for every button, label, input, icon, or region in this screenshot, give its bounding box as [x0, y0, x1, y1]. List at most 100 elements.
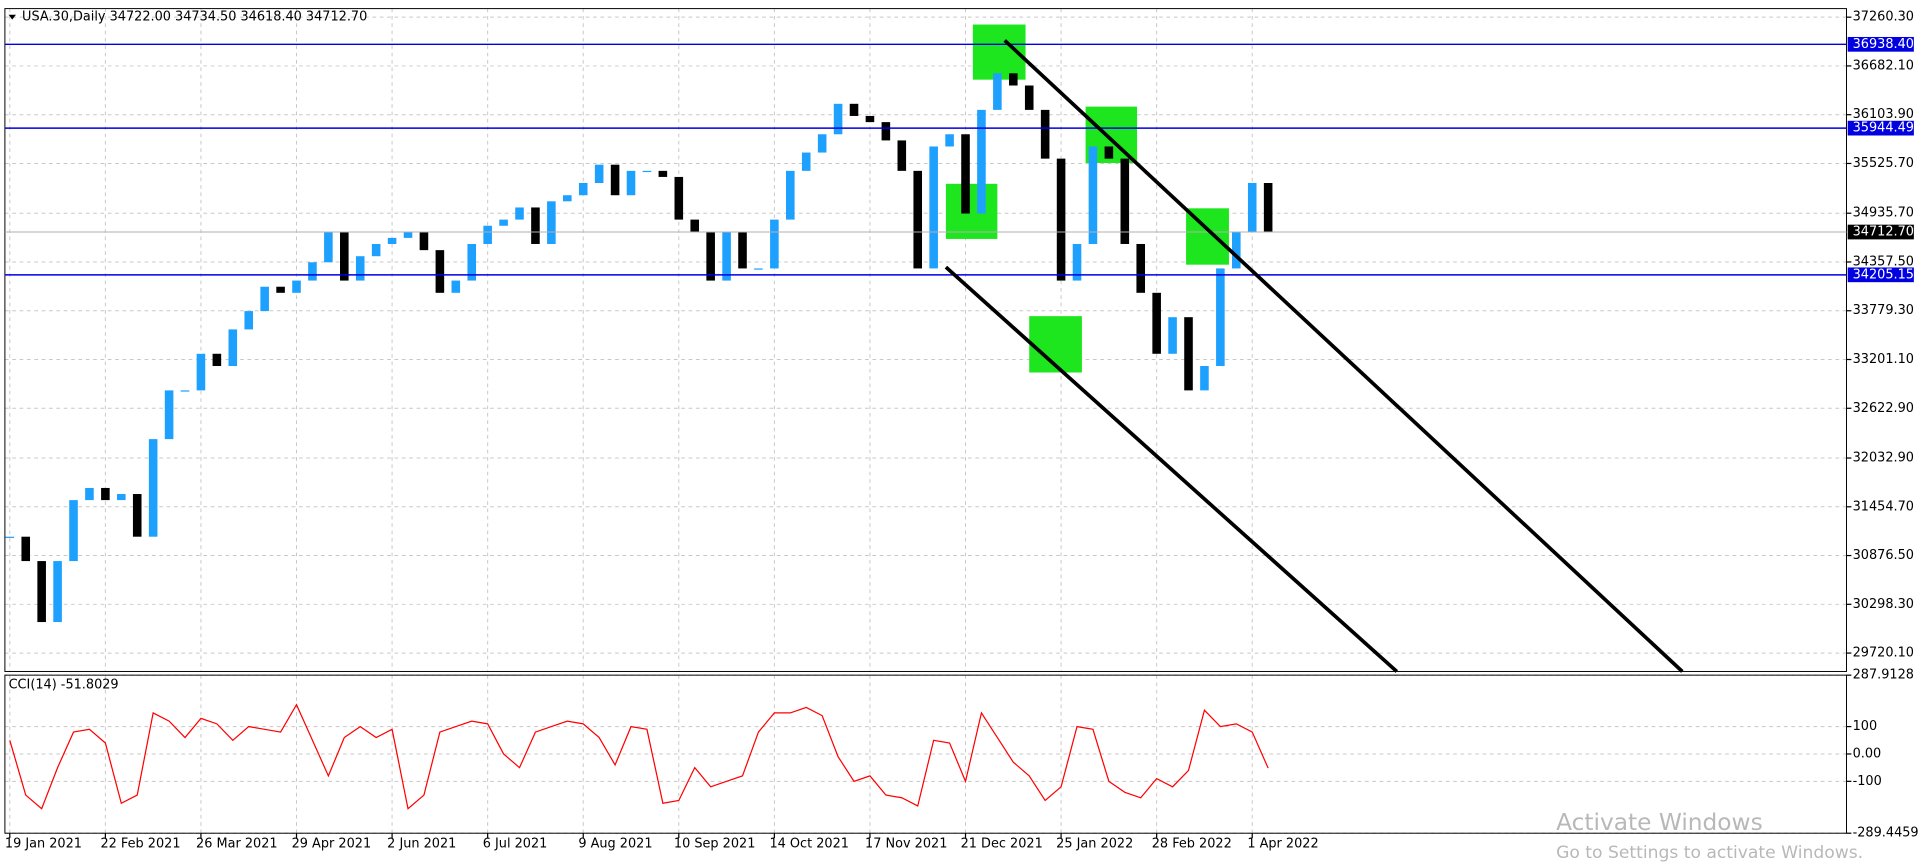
- candle: [1136, 243, 1146, 293]
- candle: [260, 286, 269, 312]
- candle: [244, 311, 254, 330]
- cci-line: [9, 703, 1269, 810]
- candle: [308, 262, 317, 281]
- y-tick-label: 100: [1853, 719, 1878, 734]
- candle: [196, 353, 206, 391]
- candle: [355, 256, 365, 281]
- candle: [626, 170, 636, 196]
- level-label: 34205.15: [1853, 267, 1914, 282]
- y-tick-label: 287.9128: [1853, 668, 1914, 683]
- x-tick-label: 25 Jan 2022: [1056, 837, 1133, 852]
- candle: [324, 231, 333, 263]
- candle: [722, 231, 731, 281]
- candle: [770, 219, 779, 269]
- candle: [212, 353, 222, 367]
- y-tick-label: 0.00: [1853, 746, 1882, 761]
- x-tick-label: 2 Jun 2021: [387, 837, 456, 852]
- candle: [563, 195, 572, 202]
- candle: [1009, 73, 1018, 86]
- y-tick-label: 33779.30: [1853, 303, 1914, 318]
- candle: [69, 500, 78, 562]
- candle: [1120, 158, 1130, 244]
- candle: [738, 231, 747, 269]
- candle: [945, 134, 954, 147]
- candle: [419, 231, 429, 251]
- indicator-title: CCI(14) -51.8029: [9, 677, 119, 692]
- x-tick-label: 22 Feb 2021: [100, 837, 180, 852]
- watermark-title: Activate Windows: [1556, 809, 1763, 836]
- candle: [5, 536, 15, 538]
- y-tick-label: 32032.90: [1853, 451, 1914, 466]
- y-tick-label: 32622.90: [1853, 401, 1914, 416]
- candle: [1168, 317, 1177, 354]
- candle: [690, 219, 700, 232]
- y-tick-label: 34935.70: [1853, 206, 1914, 221]
- x-tick-label: 1 Apr 2022: [1247, 837, 1318, 852]
- candle: [594, 164, 604, 184]
- y-tick-label: 33201.10: [1853, 352, 1914, 367]
- candle: [467, 243, 477, 281]
- candle: [706, 231, 715, 281]
- candle: [993, 73, 1002, 110]
- candle: [1232, 231, 1241, 269]
- candle: [1072, 243, 1082, 281]
- candle: [37, 561, 46, 623]
- candle: [53, 561, 62, 623]
- y-tick-label: 31454.70: [1853, 499, 1914, 514]
- candle: [833, 103, 843, 135]
- x-tick-label: 19 Jan 2021: [5, 837, 82, 852]
- candle: [578, 183, 588, 196]
- y-tick-label: 36682.10: [1853, 58, 1914, 73]
- x-tick-label: 21 Dec 2021: [961, 837, 1043, 852]
- menu-arrow[interactable]: [8, 14, 16, 20]
- candle: [674, 176, 684, 220]
- candle: [117, 494, 126, 501]
- x-tick-label: 26 Mar 2021: [196, 837, 278, 852]
- candle: [754, 268, 763, 270]
- y-tick-label: -289.4459: [1853, 826, 1919, 841]
- candle: [881, 122, 891, 141]
- y-tick-label: 30298.30: [1853, 597, 1914, 612]
- candle: [610, 164, 620, 196]
- level-tag: [1847, 36, 1914, 52]
- x-tick-label: 14 Oct 2021: [769, 837, 849, 852]
- level-label: 36938.40: [1853, 37, 1914, 52]
- candle: [148, 439, 158, 537]
- candle: [1184, 317, 1193, 391]
- y-tick-label: 35525.70: [1853, 156, 1914, 171]
- highlight-box: [945, 183, 998, 239]
- price-pane: [4, 8, 1847, 672]
- candle: [101, 487, 110, 501]
- candle: [483, 225, 492, 244]
- candle: [547, 201, 556, 244]
- candle: [292, 280, 301, 293]
- candle: [865, 115, 875, 123]
- y-tick-label: 30876.50: [1853, 548, 1914, 563]
- candle: [897, 140, 907, 171]
- candle: [1104, 146, 1114, 159]
- candle: [387, 237, 397, 244]
- candle: [531, 207, 540, 244]
- candle: [801, 152, 811, 171]
- candle: [642, 170, 652, 173]
- candle: [228, 329, 238, 367]
- candle: [499, 219, 508, 226]
- candle: [1247, 183, 1257, 232]
- candle: [961, 134, 970, 214]
- candle: [913, 170, 923, 269]
- candle: [21, 536, 31, 562]
- candle: [435, 250, 445, 293]
- level-label: 35944.49: [1853, 121, 1914, 136]
- candle: [276, 286, 285, 293]
- level-tag: [1847, 267, 1914, 283]
- candle: [340, 231, 349, 281]
- watermark-subtitle: Go to Settings to activate Windows.: [1556, 843, 1863, 863]
- candle: [1200, 366, 1209, 391]
- candle: [817, 134, 827, 153]
- candle: [451, 280, 461, 293]
- y-tick-label: 34357.50: [1853, 254, 1914, 269]
- candle: [1263, 183, 1273, 233]
